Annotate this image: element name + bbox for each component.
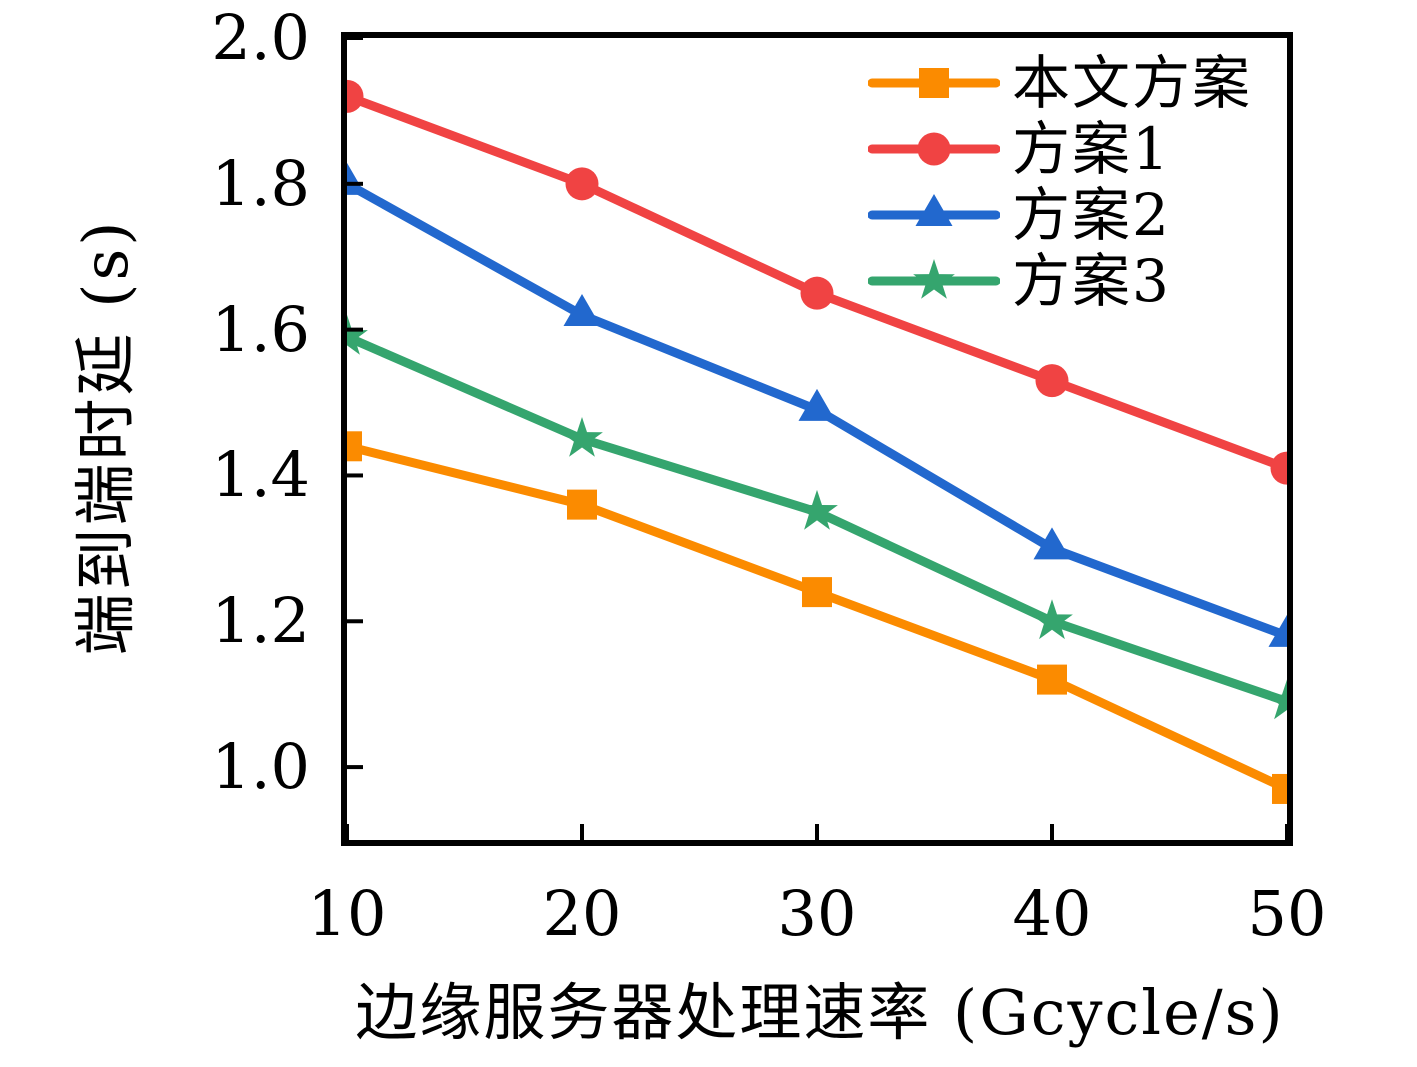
triangle-marker [1033, 527, 1071, 560]
axes-spines [341, 32, 1293, 846]
square-marker [919, 68, 949, 98]
triangle-marker [798, 388, 836, 421]
triangle-marker [1268, 614, 1293, 647]
legend-label: 本文方案 [1012, 49, 1253, 117]
legend-label: 方案1 [1012, 115, 1171, 183]
y-tick-label: 1.4 [211, 438, 310, 512]
square-marker [567, 489, 597, 520]
y-tick-label: 1.0 [211, 730, 310, 804]
star-marker [1031, 599, 1073, 640]
legend-item-3: 方案3 [868, 248, 1252, 314]
x-axis-title: 边缘服务器处理速率 (Gcycle/s) [355, 976, 1285, 1049]
star-marker [561, 417, 603, 457]
x-tick-label: 50 [1247, 877, 1327, 950]
triangle-marker [915, 194, 953, 226]
series-3 [341, 314, 1293, 720]
series-0 [341, 431, 1293, 804]
legend-item-1: 方案1 [868, 116, 1252, 182]
x-tick-label: 30 [777, 877, 857, 950]
legend-item-2: 方案2 [868, 182, 1252, 248]
circle-marker [1035, 364, 1069, 398]
x-tick-label: 10 [307, 877, 387, 950]
legend-swatch [868, 259, 1000, 299]
circle-marker [800, 276, 834, 310]
y-tick-label: 1.8 [211, 146, 310, 220]
x-tick-label: 40 [1012, 877, 1092, 950]
legend-item-0: 本文方案 [868, 50, 1252, 116]
legend-label: 方案2 [1012, 181, 1171, 249]
star-marker [913, 259, 955, 299]
legend-swatch [868, 132, 1000, 166]
square-marker [1037, 664, 1067, 695]
legend-swatch [868, 68, 1000, 98]
star-marker [341, 314, 368, 355]
y-tick-label: 1.6 [211, 292, 310, 366]
circle-marker [565, 167, 599, 201]
series-2 [341, 162, 1293, 647]
y-tick-label: 2.0 [211, 1, 310, 74]
star-marker [1266, 679, 1293, 720]
y-tick-label: 1.2 [211, 584, 310, 658]
triangle-marker [563, 294, 601, 327]
legend: 本文方案 方案1 方案2 方案3 [868, 50, 1252, 314]
triangle-marker [341, 162, 366, 195]
square-marker [802, 577, 832, 608]
x-tick-label: 20 [542, 877, 622, 950]
legend-swatch [868, 194, 1000, 226]
circle-marker [917, 132, 951, 166]
legend-label: 方案3 [1012, 247, 1171, 315]
star-marker [796, 489, 838, 530]
plot-area [341, 32, 1293, 846]
